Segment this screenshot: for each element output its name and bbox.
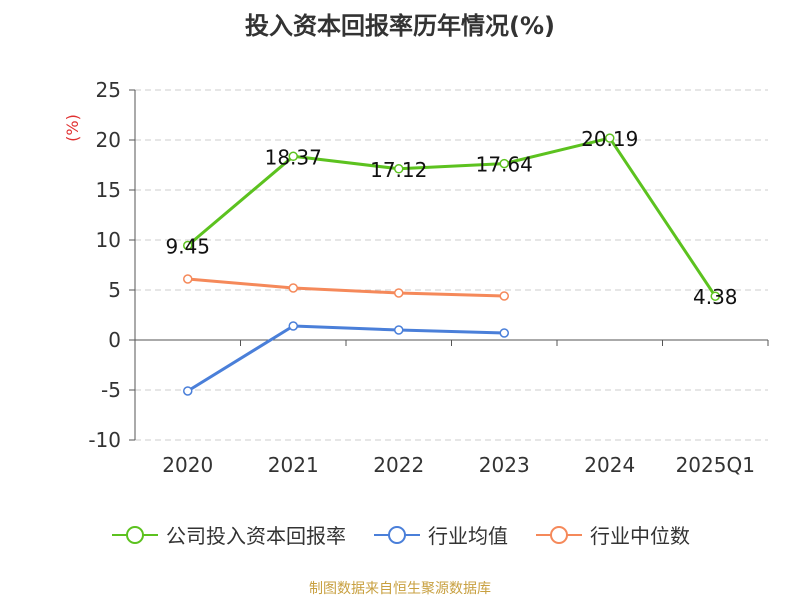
series-line [186,324,505,393]
data-label: 18.37 [265,145,322,169]
series-line [187,277,505,298]
legend-item-company[interactable]: 公司投入资本回报率 [110,520,346,549]
data-point [605,133,615,143]
y-tick-label: -10 [88,428,121,452]
y-tick-label: 15 [96,178,121,202]
data-point [499,291,509,301]
x-tick-label: 2023 [479,453,530,477]
legend-label-company: 公司投入资本回报率 [166,524,346,548]
data-point [183,274,193,284]
data-point [394,164,404,174]
y-tick-label: 20 [96,128,121,152]
grid-lines [135,89,768,441]
data-point [394,325,404,335]
legend-line-marker-icon [374,525,420,544]
legend: 公司投入资本回报率 行业均值 行业中位数 [0,520,800,549]
y-tick-label: 25 [96,78,121,102]
y-tick-label: 10 [96,228,121,252]
data-point [183,240,193,251]
data-point [499,328,509,338]
legend-line-marker-icon [536,525,582,544]
data-label: 17.12 [370,158,427,182]
legend-item-industry-median[interactable]: 行业中位数 [534,520,690,549]
axes: 25 20 15 10 5 0 -5 -10 2020 2021 2022 2023 2024 2025Q… [88,78,769,477]
legend-label-industry-median: 行业中位数 [590,524,690,548]
data-point [394,288,404,298]
chart-title: 投入资本回报率历年情况(%) [245,12,555,40]
legend-line-marker-icon [112,525,158,544]
series-layer [183,133,720,396]
x-tick-label: 2020 [162,453,213,477]
x-tick-label: 2025Q1 [676,453,755,477]
legend-label-industry-mean: 行业均值 [428,524,508,548]
y-tick-label: 0 [108,328,121,352]
x-tick-label: 2024 [584,453,635,477]
data-label: 4.38 [693,285,738,309]
data-labels: 9.45 18.37 17.12 17.64 20.19 4.38 [165,127,737,309]
data-label: 17.64 [476,153,533,177]
series-line [186,136,717,298]
data-point [499,158,509,169]
data-label: 9.45 [165,235,210,259]
y-tick-label: 5 [108,278,121,302]
data-label: 20.19 [581,127,638,151]
y-tick-label: -5 [101,378,121,402]
data-point [288,283,298,293]
x-tick-label: 2022 [373,453,424,477]
data-point [710,291,720,301]
y-axis-label: (%) [63,114,82,142]
legend-item-industry-mean[interactable]: 行业均值 [372,520,508,549]
x-tick-label: 2021 [268,453,319,477]
data-point [183,386,193,396]
data-point [288,321,298,331]
data-source-note: 制图数据来自恒生聚源数据库 [309,581,491,597]
data-point [288,151,298,162]
